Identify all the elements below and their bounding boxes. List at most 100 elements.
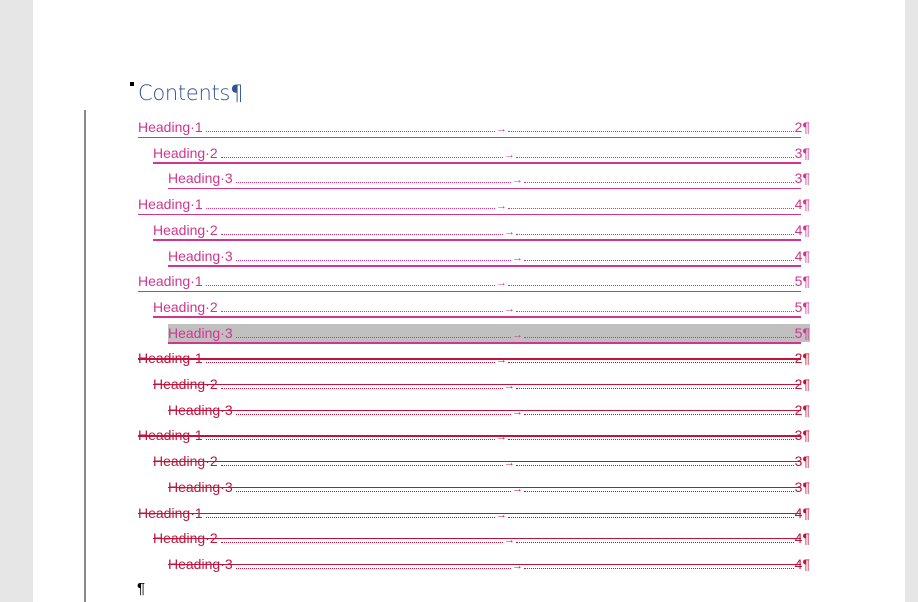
- revision-line: [153, 239, 801, 241]
- toc-entry[interactable]: Heading·3→3¶: [168, 478, 810, 496]
- dot-leader: [205, 438, 495, 441]
- toc-entry[interactable]: Heading·2→3¶: [153, 144, 810, 164]
- paragraph-mark: ¶: [802, 324, 810, 341]
- tab-arrow-icon: →: [512, 328, 523, 341]
- dot-leader: [220, 464, 503, 467]
- dot-leader: [235, 413, 511, 415]
- dot-leader: [220, 310, 503, 312]
- revision-line: [168, 342, 801, 344]
- toc-entry-lead: Heading·3: [168, 324, 511, 342]
- revision-line: [168, 187, 801, 190]
- paragraph-mark: ¶: [802, 453, 810, 470]
- toc-entry-lead: Heading·1: [138, 272, 495, 290]
- revision-line: [168, 409, 801, 411]
- dot-leader: [524, 336, 794, 338]
- toc-entry[interactable]: Heading·2→2¶: [153, 375, 810, 393]
- tab-arrow-icon: →: [496, 200, 507, 213]
- paragraph-mark: ¶: [802, 504, 810, 521]
- dot-leader: [205, 516, 495, 518]
- toc-entry[interactable]: Heading·3→2¶: [168, 401, 810, 419]
- toc-entry[interactable]: Heading·1→4¶: [138, 504, 810, 522]
- toc-entry[interactable]: Heading·3→4¶: [168, 555, 810, 573]
- revision-line: [138, 290, 801, 293]
- toc-entry-lead: Heading·3: [168, 247, 511, 265]
- dot-leader: [508, 516, 794, 518]
- revision-line: [168, 563, 801, 566]
- dot-leader: [516, 233, 794, 235]
- dot-leader: [235, 490, 511, 492]
- dot-leader: [508, 284, 794, 287]
- toc-entry[interactable]: Heading·1→2¶: [138, 118, 810, 138]
- revision-line: [168, 265, 801, 267]
- toc-entry[interactable]: Heading·3 → 5 ¶: [168, 323, 810, 344]
- toc-entry[interactable]: Heading·2→4¶: [153, 529, 810, 547]
- tab-arrow-icon: →: [512, 405, 523, 418]
- dot-leader: [508, 130, 794, 132]
- tab-arrow-icon: →: [496, 431, 507, 444]
- toc-entry-lead: Heading·3: [168, 169, 511, 187]
- toc-page-number: 5: [794, 273, 803, 290]
- dot-leader: [235, 181, 511, 184]
- revision-line: [153, 538, 801, 540]
- toc-entry[interactable]: Heading·1→4¶: [138, 195, 810, 216]
- dot-leader: [205, 361, 495, 364]
- toc-entry-label: Heading·2: [153, 298, 218, 315]
- revision-line: [138, 512, 801, 514]
- toc-page-number: 3: [794, 170, 803, 187]
- paragraph-mark: ¶: [802, 298, 810, 315]
- toc-entry[interactable]: Heading·1→3¶: [138, 426, 810, 444]
- toc-page-number: 4: [794, 221, 803, 238]
- toc-entry[interactable]: Heading·3→3¶: [168, 169, 810, 190]
- paragraph-mark: ¶: [802, 376, 810, 392]
- toc-entry-label: Heading·1: [138, 196, 203, 213]
- paragraph-mark: ¶: [802, 350, 810, 367]
- toc-entry-lead: Heading·2: [153, 144, 503, 162]
- paragraph-mark: ¶: [802, 427, 810, 444]
- dot-leader: [524, 567, 794, 569]
- dot-leader: [205, 207, 495, 210]
- tab-arrow-icon: →: [512, 482, 523, 495]
- dot-leader: [516, 310, 794, 312]
- toc-entry[interactable]: Heading·3→4¶: [168, 247, 810, 267]
- revision-line: [138, 136, 801, 138]
- revision-line: [138, 358, 801, 360]
- dot-leader: [524, 413, 794, 415]
- toc-entry-label: Heading·2: [153, 144, 218, 161]
- toc-entry[interactable]: Heading·1 → 5 ¶: [138, 272, 810, 293]
- paragraph-mark: ¶: [802, 530, 810, 547]
- dot-leader: [524, 181, 794, 184]
- paragraph-mark: ¶: [802, 196, 810, 213]
- toc-entry-lead: Heading·1: [138, 195, 495, 213]
- toc-entry[interactable]: Heading·1→2¶: [138, 349, 810, 367]
- toc-entry-label: Heading·2: [153, 221, 218, 238]
- tab-arrow-icon: →: [504, 148, 515, 161]
- dot-leader: [220, 541, 503, 544]
- paragraph-mark: ¶: [802, 119, 810, 135]
- revision-line: [153, 162, 801, 164]
- paragraph-mark: ¶: [802, 478, 810, 495]
- tab-arrow-icon: →: [504, 534, 515, 547]
- tab-arrow-icon: →: [512, 251, 523, 264]
- toc-entry-label: Heading·1: [138, 273, 203, 290]
- revision-line: [153, 316, 801, 318]
- tab-arrow-icon: →: [512, 559, 523, 572]
- tab-arrow-icon: →: [496, 508, 507, 521]
- toc-entry[interactable]: Heading·2→3¶: [153, 452, 810, 470]
- toc-page-number: 2: [794, 119, 803, 135]
- revision-line: [153, 384, 801, 386]
- revision-line: [138, 213, 801, 216]
- paragraph-mark: ¶: [137, 580, 146, 597]
- toc-entry-label: Heading·1: [138, 119, 203, 135]
- dot-leader: [516, 464, 794, 467]
- dot-leader: [508, 438, 794, 441]
- revision-line: [168, 486, 801, 489]
- dot-leader: [516, 156, 794, 158]
- dot-leader: [524, 259, 794, 261]
- toc-entry[interactable]: Heading·2→4¶: [153, 221, 810, 241]
- toc-page-number: 4: [794, 247, 803, 264]
- toc-title[interactable]: Contents¶: [138, 80, 243, 106]
- toc-entry-label: Heading·3: [168, 170, 233, 187]
- dot-leader: [220, 156, 503, 158]
- toc-entry-label: Heading·3: [168, 324, 233, 341]
- toc-entry[interactable]: Heading·2 → 5 ¶: [153, 298, 810, 318]
